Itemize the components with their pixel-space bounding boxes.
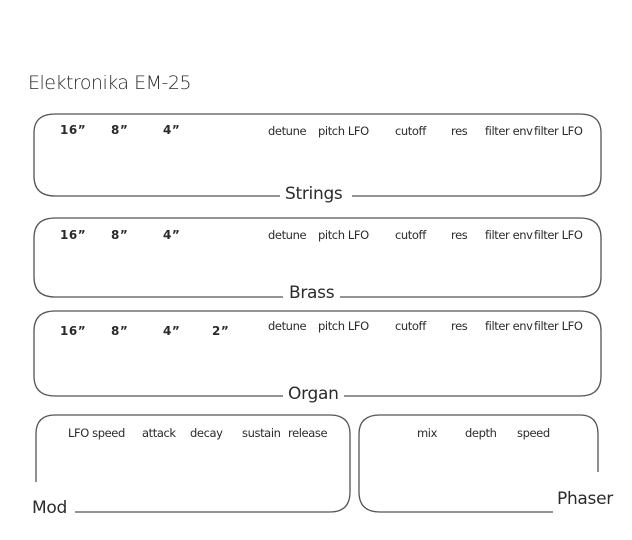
- organ-detune-label: detune: [268, 319, 307, 333]
- strings-cutoff-label: cutoff: [395, 124, 426, 138]
- strings-pitch-lfo-label: pitch LFO: [318, 124, 369, 138]
- brass-filter-lfo-label: filter LFO: [534, 228, 583, 242]
- mod-frame: [35, 414, 351, 513]
- organ-footage-2: 2”: [212, 324, 230, 338]
- phaser-frame: [358, 414, 599, 513]
- mod-decay-label: decay: [190, 426, 223, 440]
- phaser-mix-label: mix: [417, 426, 438, 440]
- page-title: Elektronika EM-25: [28, 72, 192, 94]
- strings-res-label: res: [451, 124, 468, 138]
- brass-filter-env-label: filter env: [485, 228, 533, 242]
- strings-filter-env-label: filter env: [485, 124, 533, 138]
- organ-filter-lfo-label: filter LFO: [534, 319, 583, 333]
- organ-res-label: res: [451, 319, 468, 333]
- mod-lfo-speed-label: LFO speed: [68, 426, 125, 440]
- brass-res-label: res: [451, 228, 468, 242]
- strings-filter-lfo-label: filter LFO: [534, 124, 583, 138]
- mod-section-title: Mod: [27, 500, 72, 517]
- phaser-section-title: Phaser: [557, 489, 613, 509]
- organ-frame: [33, 310, 602, 397]
- phaser-depth-label: depth: [465, 426, 497, 440]
- brass-footage-4: 4”: [163, 228, 181, 242]
- mod-release-label: release: [288, 426, 328, 440]
- organ-section-title: Organ: [283, 386, 344, 403]
- brass-footage-8: 8”: [111, 228, 129, 242]
- brass-pitch-lfo-label: pitch LFO: [318, 228, 369, 242]
- mod-sustain-label: sustain: [242, 426, 281, 440]
- strings-footage-4: 4”: [163, 123, 181, 137]
- strings-footage-8: 8”: [111, 123, 129, 137]
- brass-cutoff-label: cutoff: [395, 228, 426, 242]
- strings-frame: [33, 113, 602, 197]
- organ-filter-env-label: filter env: [485, 319, 533, 333]
- brass-footage-16: 16”: [60, 228, 87, 242]
- organ-footage-8: 8”: [111, 324, 129, 338]
- strings-detune-label: detune: [268, 124, 307, 138]
- organ-footage-4: 4”: [163, 324, 181, 338]
- strings-footage-16: 16”: [60, 123, 87, 137]
- brass-detune-label: detune: [268, 228, 307, 242]
- organ-footage-16: 16”: [60, 324, 87, 338]
- brass-frame: [33, 217, 602, 298]
- phaser-speed-label: speed: [517, 426, 550, 440]
- organ-cutoff-label: cutoff: [395, 319, 426, 333]
- organ-pitch-lfo-label: pitch LFO: [318, 319, 369, 333]
- mod-attack-label: attack: [142, 426, 176, 440]
- brass-section-title: Brass: [284, 285, 340, 302]
- strings-section-title: Strings: [280, 186, 348, 203]
